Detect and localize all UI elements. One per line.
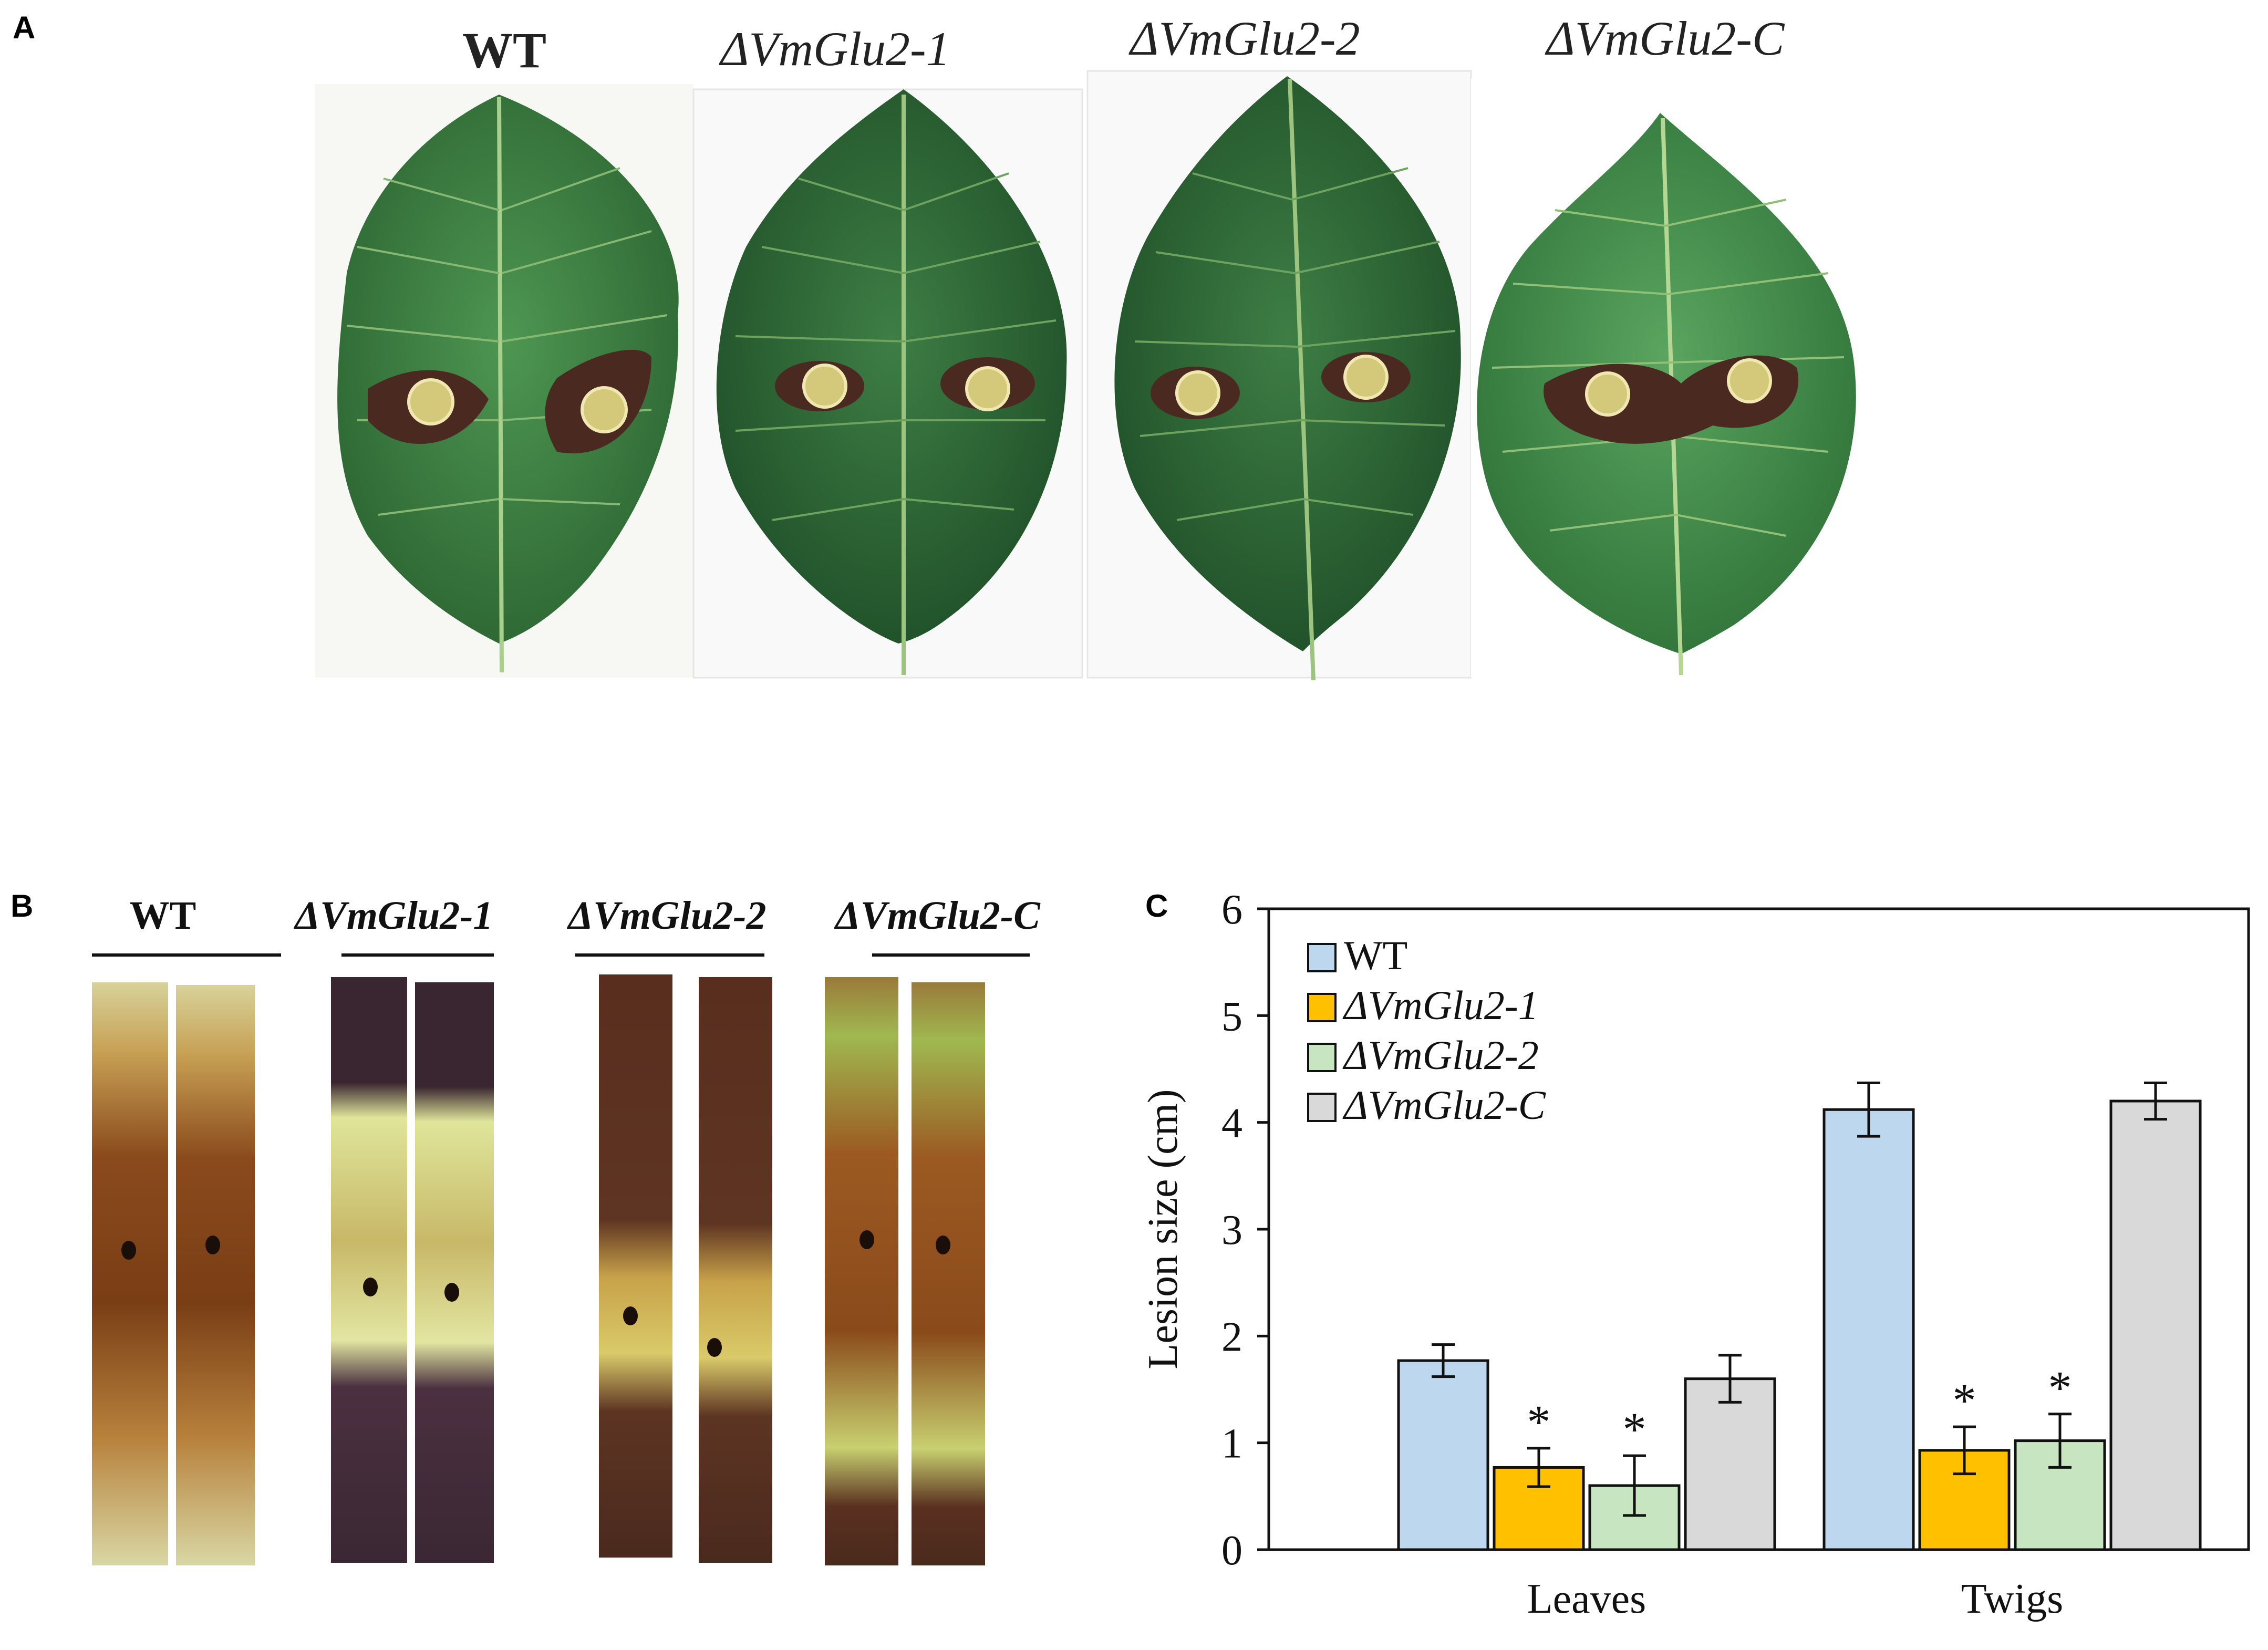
leaf-glu2-2: [1114, 76, 1461, 681]
leaf-wt: [337, 95, 679, 673]
panel-b-underline-glu2-1: [341, 953, 494, 957]
panel-a-label-wt: WT: [462, 22, 547, 78]
panel-a-leaf-photos: [315, 70, 1860, 681]
panel-b-label-glu2-1: ΔVmGlu2-1: [295, 894, 493, 938]
panel-letter-a: A: [13, 10, 36, 45]
twig-wt-right: [176, 985, 255, 1565]
bar: [1397, 1359, 1489, 1551]
twig-glu2-c-left: [825, 977, 898, 1565]
legend-entry: ΔVmGlu2-2: [1342, 1032, 1539, 1078]
bar: [1684, 1377, 1776, 1551]
y-tick-label: 2: [1221, 1314, 1242, 1360]
legend-swatch: [1307, 1043, 1337, 1072]
y-axis-label: Lesion size (cm): [1140, 1089, 1186, 1369]
panel-letter-c: C: [1145, 888, 1168, 923]
panel-b-label-wt: WT: [129, 894, 196, 938]
panel-a-label-glu2-c: ΔVmGlu2-C: [1546, 12, 1785, 65]
panel-a-label-glu2-1: ΔVmGlu2-1: [720, 22, 950, 76]
x-tick-label: Twigs: [1961, 1576, 2063, 1622]
significance-marker: *: [1527, 1396, 1551, 1448]
panel-letter-b: B: [11, 888, 34, 923]
bar: [2014, 1439, 2106, 1551]
legend-swatch: [1307, 993, 1337, 1022]
twig-wt-left: [92, 982, 168, 1565]
leaf-glu2-1: [716, 89, 1067, 675]
twig-glu2-c-right: [912, 982, 985, 1565]
y-tick-label: 5: [1221, 993, 1242, 1040]
panel-b-label-glu2-c: ΔVmGlu2-C: [835, 894, 1040, 938]
legend-entry: WT: [1344, 932, 1407, 978]
y-tick-label: 4: [1221, 1101, 1242, 1147]
y-tick-label: 0: [1221, 1528, 1242, 1574]
legend-entry: ΔVmGlu2-1: [1342, 982, 1539, 1028]
significance-marker: *: [1953, 1375, 1976, 1427]
leaf-glu2-c: [1477, 113, 1856, 676]
legend-swatch: [1307, 1093, 1337, 1122]
x-tick-label: Leaves: [1527, 1576, 1646, 1622]
panel-b-underline-glu2-2: [575, 953, 764, 957]
y-tick-label: 1: [1221, 1421, 1242, 1467]
panel-b-underline-wt: [92, 953, 281, 957]
twig-glu2-1-left: [331, 977, 407, 1563]
legend-swatch: [1307, 943, 1337, 972]
panel-b-underline-glu2-c: [872, 953, 1030, 957]
significance-marker: *: [1623, 1404, 1646, 1456]
twig-glu2-1-right: [415, 982, 494, 1563]
y-tick-label: 3: [1221, 1207, 1242, 1253]
bar: [1822, 1108, 1915, 1551]
panel-a-label-glu2-2: ΔVmGlu2-2: [1130, 12, 1360, 65]
bar: [2109, 1099, 2202, 1551]
twig-glu2-2-left: [599, 974, 672, 1558]
twig-glu2-2-right: [699, 977, 772, 1563]
panel-b-twig-photos: [92, 974, 985, 1565]
panel-b-label-glu2-2: ΔVmGlu2-2: [568, 894, 767, 938]
legend-entry: ΔVmGlu2-C: [1342, 1082, 1546, 1128]
y-tick-label: 6: [1221, 887, 1242, 933]
significance-marker: *: [2048, 1362, 2072, 1414]
